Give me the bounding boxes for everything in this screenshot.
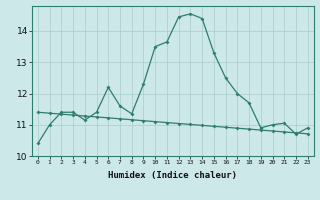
- X-axis label: Humidex (Indice chaleur): Humidex (Indice chaleur): [108, 171, 237, 180]
